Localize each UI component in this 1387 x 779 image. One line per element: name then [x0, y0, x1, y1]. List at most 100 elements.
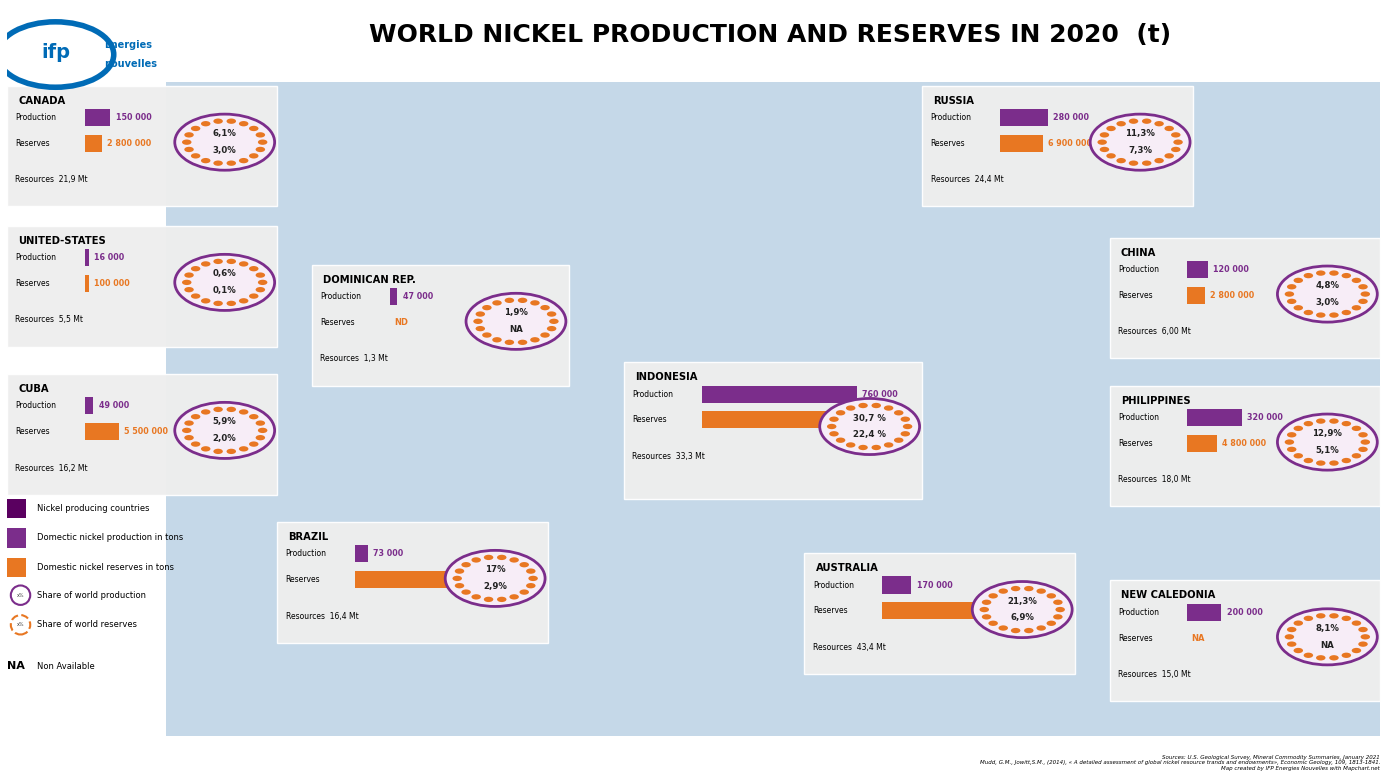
Ellipse shape — [517, 340, 527, 345]
Ellipse shape — [1277, 266, 1377, 323]
Ellipse shape — [1294, 453, 1302, 459]
Ellipse shape — [466, 294, 566, 349]
FancyBboxPatch shape — [1187, 409, 1241, 426]
Text: 21 000 000: 21 000 000 — [863, 415, 913, 425]
Ellipse shape — [1097, 139, 1107, 145]
FancyBboxPatch shape — [1110, 238, 1380, 358]
Ellipse shape — [1154, 158, 1164, 164]
Ellipse shape — [1287, 627, 1297, 633]
Bar — [7, 499, 26, 518]
Ellipse shape — [895, 410, 903, 415]
Text: Reserves: Reserves — [813, 606, 847, 615]
Ellipse shape — [255, 146, 265, 152]
Ellipse shape — [1352, 305, 1361, 311]
Ellipse shape — [191, 294, 200, 299]
Text: CANADA: CANADA — [18, 96, 65, 106]
Text: 6,1%: 6,1% — [212, 129, 237, 138]
Text: 2,0%: 2,0% — [212, 435, 237, 443]
Ellipse shape — [1287, 298, 1297, 304]
Ellipse shape — [472, 557, 481, 562]
Ellipse shape — [175, 115, 275, 171]
Text: 11,3%: 11,3% — [1125, 129, 1155, 138]
Ellipse shape — [526, 583, 535, 588]
Ellipse shape — [226, 160, 236, 166]
Ellipse shape — [1100, 132, 1110, 138]
FancyBboxPatch shape — [7, 374, 277, 495]
Ellipse shape — [214, 407, 223, 412]
Ellipse shape — [1361, 439, 1370, 445]
Ellipse shape — [1358, 641, 1368, 647]
Ellipse shape — [175, 254, 275, 310]
Text: Production: Production — [1118, 413, 1160, 422]
Ellipse shape — [214, 449, 223, 454]
Text: Resources  24,4 Mt: Resources 24,4 Mt — [931, 175, 1003, 185]
Ellipse shape — [1047, 621, 1056, 626]
Bar — [166, 82, 1380, 736]
Ellipse shape — [1358, 432, 1368, 438]
Text: 120 000: 120 000 — [1214, 265, 1250, 274]
FancyBboxPatch shape — [702, 386, 857, 403]
Text: 3,0%: 3,0% — [1315, 298, 1340, 307]
Text: Resources  5,5 Mt: Resources 5,5 Mt — [15, 315, 83, 325]
Text: Resources  43,4 Mt: Resources 43,4 Mt — [813, 643, 886, 652]
FancyBboxPatch shape — [1187, 604, 1222, 621]
Text: Production: Production — [15, 401, 57, 411]
Text: NEW CALEDONIA: NEW CALEDONIA — [1121, 590, 1215, 601]
Text: 150 000: 150 000 — [115, 113, 151, 122]
Text: x%: x% — [17, 622, 25, 627]
Text: 4,8%: 4,8% — [1315, 281, 1340, 290]
Text: Resources  6,00 Mt: Resources 6,00 Mt — [1118, 327, 1191, 337]
Ellipse shape — [1294, 648, 1302, 654]
Ellipse shape — [445, 550, 545, 606]
Ellipse shape — [1304, 421, 1313, 426]
Ellipse shape — [1329, 312, 1338, 318]
Text: 16 000 000: 16 000 000 — [459, 575, 509, 584]
Ellipse shape — [255, 287, 265, 292]
Text: Reserves: Reserves — [320, 318, 355, 327]
Text: Reserves: Reserves — [1118, 439, 1153, 448]
Ellipse shape — [1011, 628, 1021, 633]
Text: 5,9%: 5,9% — [212, 418, 237, 426]
Text: Reserves: Reserves — [15, 139, 50, 148]
Ellipse shape — [1129, 160, 1139, 166]
Ellipse shape — [250, 414, 258, 419]
Ellipse shape — [520, 562, 528, 567]
Ellipse shape — [184, 421, 194, 426]
Text: Production: Production — [15, 253, 57, 263]
Ellipse shape — [1352, 648, 1361, 654]
Ellipse shape — [1304, 653, 1313, 658]
Ellipse shape — [1173, 139, 1183, 145]
Ellipse shape — [472, 594, 481, 600]
Ellipse shape — [455, 569, 465, 574]
Ellipse shape — [1352, 620, 1361, 626]
Ellipse shape — [989, 621, 997, 626]
Ellipse shape — [895, 438, 903, 443]
Text: 320 000: 320 000 — [1247, 413, 1283, 422]
Ellipse shape — [1277, 609, 1377, 665]
Ellipse shape — [182, 139, 191, 145]
Text: 8,1%: 8,1% — [1315, 624, 1340, 633]
Text: Production: Production — [15, 113, 57, 122]
Ellipse shape — [1341, 615, 1351, 621]
Ellipse shape — [191, 414, 200, 419]
Ellipse shape — [1107, 125, 1115, 131]
Ellipse shape — [239, 409, 248, 414]
Ellipse shape — [972, 581, 1072, 637]
Ellipse shape — [900, 417, 910, 422]
Ellipse shape — [182, 280, 191, 285]
Ellipse shape — [250, 294, 258, 299]
Ellipse shape — [476, 312, 485, 317]
Ellipse shape — [255, 132, 265, 138]
Ellipse shape — [1329, 418, 1338, 424]
Ellipse shape — [239, 298, 248, 304]
Ellipse shape — [1361, 291, 1370, 297]
Ellipse shape — [1341, 458, 1351, 464]
Ellipse shape — [1329, 613, 1338, 619]
Ellipse shape — [201, 409, 211, 414]
Ellipse shape — [1352, 453, 1361, 459]
Ellipse shape — [214, 118, 223, 124]
Ellipse shape — [1341, 421, 1351, 426]
Ellipse shape — [526, 569, 535, 574]
FancyBboxPatch shape — [702, 411, 857, 428]
FancyBboxPatch shape — [85, 397, 93, 414]
